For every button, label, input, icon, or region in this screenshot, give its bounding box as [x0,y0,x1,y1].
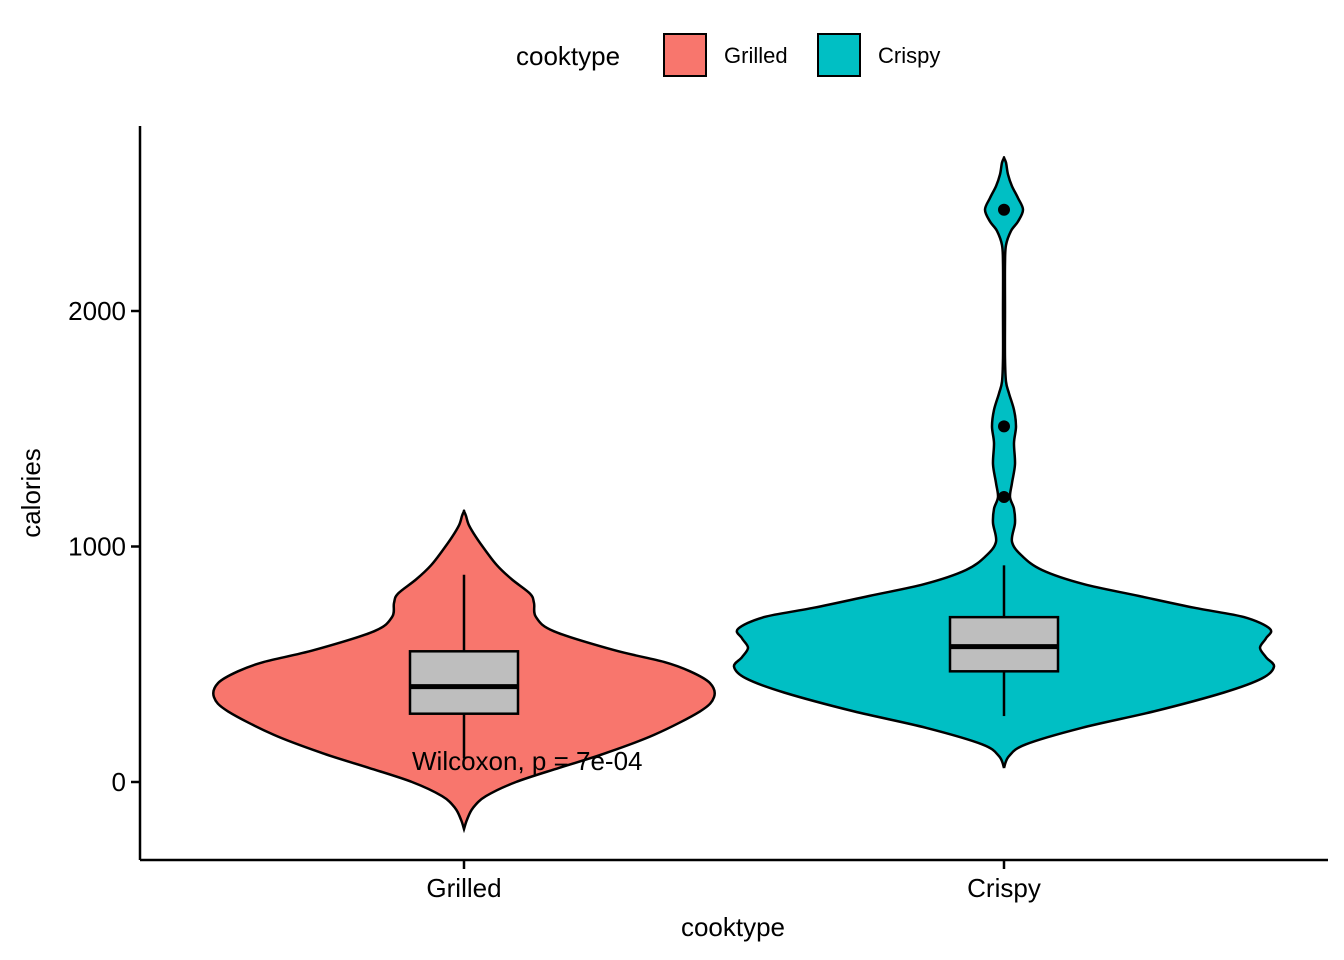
y-axis-title: calories [16,448,46,538]
test-annotation: Wilcoxon, p = 7e-04 [412,746,643,776]
violin-crispy [732,156,1276,769]
legend: cooktype Grilled Crispy [516,33,940,77]
boxplot-grilled [408,574,520,759]
x-axis-title: cooktype [681,912,785,942]
legend-label-crispy: Crispy [878,43,940,68]
outlier-point [998,491,1010,504]
legend-label-grilled: Grilled [724,43,788,68]
y-tick-label: 0 [112,767,126,797]
outliers [998,203,1010,504]
axes: 0 1000 2000 Grilled Crispy cooktype calorie… [16,126,1328,942]
violins [212,156,1276,834]
legend-swatch-crispy [817,33,861,77]
y-tick-label: 2000 [68,296,126,326]
boxplots [408,565,1060,759]
y-ticks: 0 1000 2000 [68,296,140,797]
legend-title: cooktype [516,41,620,71]
legend-swatch-grilled [663,33,707,77]
x-tick-label-grilled: Grilled [426,873,501,903]
x-ticks: Grilled Crispy [426,860,1041,903]
y-tick-label: 1000 [68,532,126,562]
x-tick-label-crispy: Crispy [967,873,1041,903]
outlier-point [998,203,1010,216]
boxplot-crispy [948,565,1060,717]
iqr-box [408,650,520,715]
outlier-point [998,420,1010,433]
